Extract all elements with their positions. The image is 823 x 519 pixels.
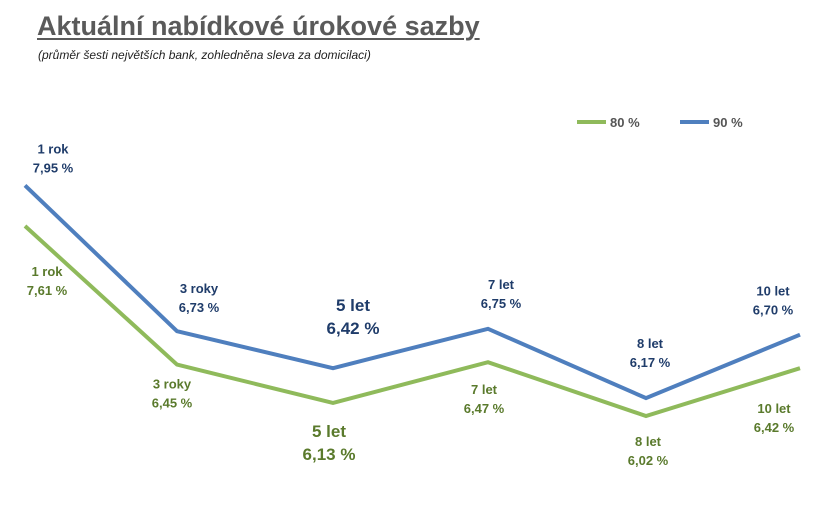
data-label-value: 6,70 % <box>753 303 794 318</box>
data-label-value: 7,61 % <box>27 283 68 298</box>
data-label-category: 10 let <box>757 401 791 416</box>
data-label-layer: 1 rok 7,61 % 3 roky 6,45 % 5 let 6,13 % 7 let 6… <box>27 141 795 468</box>
data-label-category: 7 let <box>471 382 498 397</box>
series-layer <box>23 183 801 419</box>
data-label-category: 3 roky <box>153 377 192 392</box>
data-label-value: 7,95 % <box>33 160 74 175</box>
data-label-value: 6,45 % <box>152 396 193 411</box>
data-label-category: 5 let <box>312 422 346 441</box>
data-label-category: 3 roky <box>180 281 219 296</box>
data-label-category: 10 let <box>756 284 790 299</box>
data-label-category: 8 let <box>637 336 664 351</box>
data-label-value: 6,17 % <box>630 355 671 370</box>
legend-label: 90 % <box>713 115 743 130</box>
data-label-value: 6,42 % <box>327 319 380 338</box>
data-label-value: 6,42 % <box>754 420 795 435</box>
data-label-category: 7 let <box>488 277 515 292</box>
data-label-value: 6,47 % <box>464 401 505 416</box>
legend-label: 80 % <box>610 115 640 130</box>
series-line-80 <box>23 224 801 419</box>
data-label-value: 6,75 % <box>481 296 522 311</box>
chart-title: Aktuální nabídkové úrokové sazby <box>37 11 480 41</box>
data-label-value: 6,13 % <box>303 445 356 464</box>
data-label-category: 5 let <box>336 296 370 315</box>
data-label-category: 8 let <box>635 434 662 449</box>
chart-subtitle: (průměr šesti největších bank, zohledněn… <box>38 48 371 62</box>
legend: 80 % 90 % <box>577 115 743 130</box>
data-label-value: 6,02 % <box>628 453 669 468</box>
data-label-value: 6,73 % <box>179 300 220 315</box>
series-line-90 <box>23 183 801 401</box>
data-label-category: 1 rok <box>31 264 63 279</box>
data-label-category: 1 rok <box>37 141 69 156</box>
